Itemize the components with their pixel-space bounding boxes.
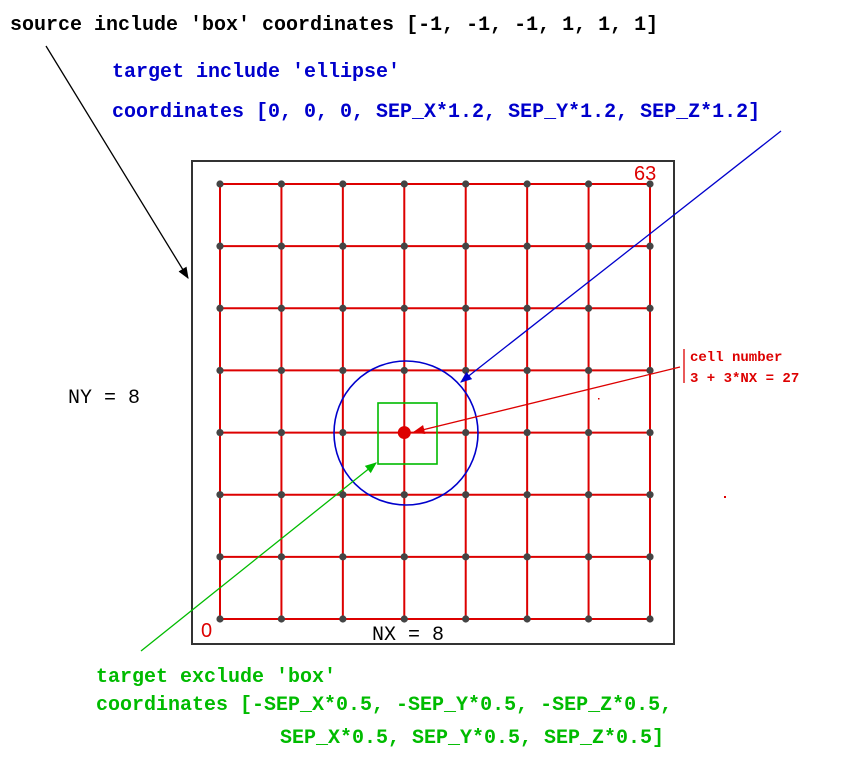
cell-node <box>584 180 593 188</box>
cell-node <box>216 304 224 312</box>
source-label: source include 'box' coordinates [-1, -1… <box>10 14 658 37</box>
cell-node <box>216 491 224 499</box>
cell-node <box>400 615 408 623</box>
target-exclude-box <box>377 402 438 465</box>
target-exclude-label-line3: SEP_X*0.5, SEP_Y*0.5, SEP_Z*0.5] <box>280 727 664 750</box>
cell-node <box>523 553 531 561</box>
cell-node <box>462 304 470 312</box>
cell-node <box>646 553 654 561</box>
cell-node <box>646 428 654 437</box>
cell-node <box>277 180 286 188</box>
cell-node <box>400 242 408 250</box>
speck <box>598 398 600 400</box>
cell-node <box>584 428 593 437</box>
cell-node <box>462 491 470 499</box>
corner-max-label: 63 <box>634 163 656 185</box>
target-include-ellipse <box>333 360 479 506</box>
source-box-frame <box>191 160 675 645</box>
cell-node <box>400 553 408 561</box>
cell-node <box>646 180 654 188</box>
target-include-arrow <box>460 130 782 383</box>
cell-number-arrow <box>412 366 681 435</box>
cell-node <box>523 242 531 250</box>
cell-node <box>277 553 286 561</box>
target-include-label-line1: target include 'ellipse' <box>112 61 400 84</box>
cell-node <box>523 366 531 375</box>
cell-node <box>462 428 470 437</box>
target-exclude-label-line2: coordinates [-SEP_X*0.5, -SEP_Y*0.5, -SE… <box>96 694 672 717</box>
cell-node <box>462 180 470 188</box>
cell-node <box>400 304 408 312</box>
cell-node <box>277 615 286 623</box>
cell-nodes <box>216 180 654 623</box>
cell-node <box>339 428 347 437</box>
cell-node <box>523 180 531 188</box>
cell-node <box>523 304 531 312</box>
cell-node <box>646 615 654 623</box>
cell-node <box>216 242 224 250</box>
cell-node <box>462 615 470 623</box>
cell-node <box>339 366 347 375</box>
cell-node <box>646 242 654 250</box>
cell-node <box>339 615 347 623</box>
cell-node <box>584 242 593 250</box>
cell-node <box>339 180 347 188</box>
speck <box>724 496 726 498</box>
cell-node <box>216 428 224 437</box>
target-exclude-arrow <box>140 462 377 652</box>
cell-number-label-line1: cell number <box>690 350 782 366</box>
cell-node <box>216 366 224 375</box>
cell-node <box>277 428 286 437</box>
cell-node <box>339 304 347 312</box>
cell-node <box>339 242 347 250</box>
cell-grid <box>219 183 651 620</box>
cell-node <box>646 491 654 499</box>
cell-node <box>584 553 593 561</box>
cell-number-label-line2: 3 + 3*NX = 27 <box>690 371 799 387</box>
cell-node <box>277 242 286 250</box>
cell-node <box>277 491 286 499</box>
cell-node <box>277 366 286 375</box>
cell-node <box>462 366 470 375</box>
cell-node <box>523 615 531 623</box>
cell-node <box>584 304 593 312</box>
cell-node <box>400 366 408 375</box>
cell-node <box>523 491 531 499</box>
cell-node <box>400 491 408 499</box>
cell-node <box>646 366 654 375</box>
cell-node <box>584 366 593 375</box>
cell-node <box>277 304 286 312</box>
ny-label: NY = 8 <box>68 387 140 410</box>
highlighted-cell-27 <box>397 426 411 440</box>
cell-node <box>339 491 347 499</box>
cell-node <box>462 553 470 561</box>
cell-node <box>216 553 224 561</box>
nx-label: NX = 8 <box>372 624 444 647</box>
cell-node <box>646 304 654 312</box>
cell-node <box>523 428 531 437</box>
cell-node <box>584 491 593 499</box>
cell-node <box>400 180 408 188</box>
cell-node <box>462 242 470 250</box>
source-arrow <box>45 45 189 279</box>
cell-node <box>216 180 224 188</box>
target-include-label-line2: coordinates [0, 0, 0, SEP_X*1.2, SEP_Y*1… <box>112 101 760 124</box>
target-exclude-label-line1: target exclude 'box' <box>96 666 336 689</box>
corner-min-label: 0 <box>201 620 212 642</box>
cell-node <box>216 615 224 623</box>
cell-node <box>339 553 347 561</box>
cell-node <box>584 615 593 623</box>
